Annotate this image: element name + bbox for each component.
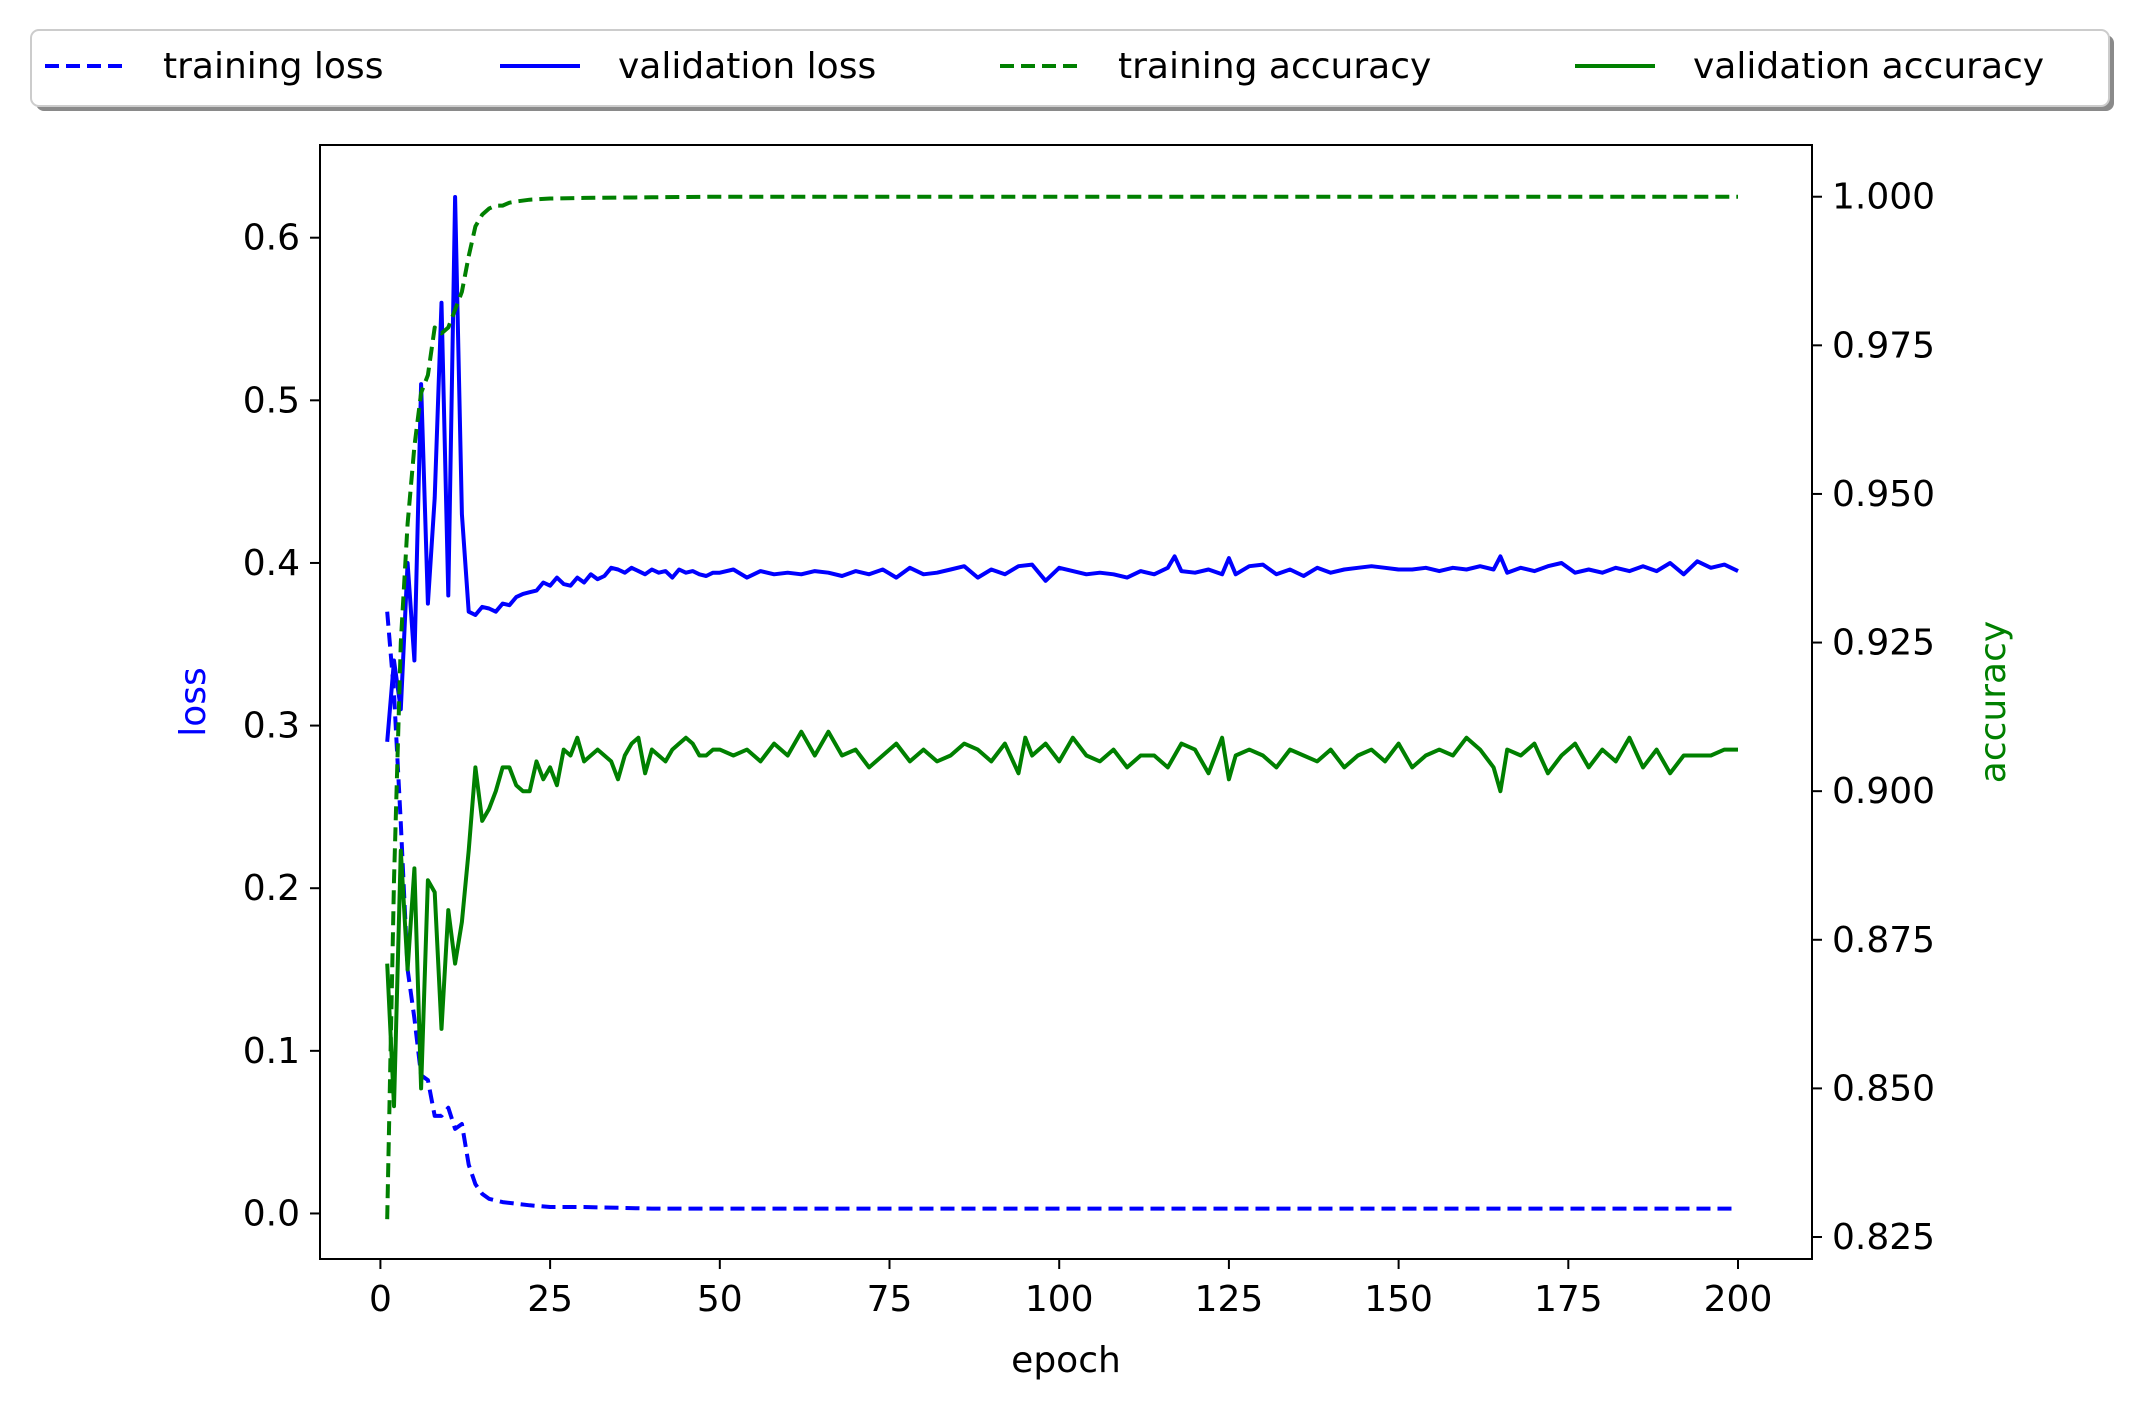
- y-left-tick-label: 0.4: [243, 543, 300, 584]
- x-tick-label: 150: [1364, 1279, 1433, 1320]
- legend-label-validation-loss: validation loss: [618, 46, 876, 87]
- x-axis-title: epoch: [1011, 1340, 1121, 1381]
- y-left-tick-label: 0.3: [243, 706, 300, 747]
- y-axis-right: 0.825 0.850 0.875 0.900 0.925 0.950 0.975 1.000: [1812, 177, 1935, 1258]
- series-line-validation-loss: [385, 195, 1739, 742]
- x-tick-label: 50: [697, 1279, 743, 1320]
- x-tick-label: 0: [369, 1279, 392, 1320]
- y-right-tick-label: 0.975: [1832, 325, 1935, 366]
- legend-label-validation-accuracy: validation accuracy: [1693, 46, 2044, 87]
- y-right-tick-label: 0.925: [1832, 623, 1935, 664]
- y-right-tick-label: 1.000: [1832, 177, 1935, 218]
- x-tick-label: 125: [1195, 1279, 1264, 1320]
- legend: training loss validation loss training acc…: [30, 29, 2114, 111]
- legend-label-training-loss: training loss: [163, 46, 383, 87]
- x-tick-label: 25: [527, 1279, 573, 1320]
- y-right-tick-label: 0.950: [1832, 474, 1935, 515]
- y-left-tick-label: 0.2: [243, 868, 300, 909]
- y-left-tick-label: 0.6: [243, 218, 300, 259]
- series-line-validation-accuracy: [385, 729, 1738, 1109]
- y-left-tick-label: 0.1: [243, 1031, 300, 1072]
- x-tick-label: 175: [1534, 1279, 1603, 1320]
- series-layer: [385, 194, 1739, 1220]
- y-right-tick-label: 0.875: [1832, 920, 1935, 961]
- y-right-tick-label: 0.825: [1832, 1217, 1935, 1258]
- x-tick-label: 200: [1704, 1279, 1773, 1320]
- x-axis: 0 25 50 75 100 125 150 175 200: [369, 1259, 1772, 1320]
- x-tick-label: 100: [1025, 1279, 1094, 1320]
- y-left-tick-label: 0.0: [243, 1193, 300, 1234]
- legend-label-training-accuracy: training accuracy: [1118, 46, 1431, 87]
- y-right-tick-label: 0.900: [1832, 771, 1935, 812]
- x-tick-label: 75: [867, 1279, 913, 1320]
- y-left-tick-label: 0.5: [243, 380, 300, 421]
- y-axis-left: 0.0 0.1 0.2 0.3 0.4 0.5 0.6: [243, 218, 320, 1234]
- y-axis-right-title: accuracy: [1973, 621, 2014, 783]
- y-axis-left-title: loss: [173, 667, 214, 737]
- plot-area: [319, 144, 1813, 1260]
- y-right-tick-label: 0.850: [1832, 1068, 1935, 1109]
- series-line-training-accuracy: [385, 194, 1738, 1220]
